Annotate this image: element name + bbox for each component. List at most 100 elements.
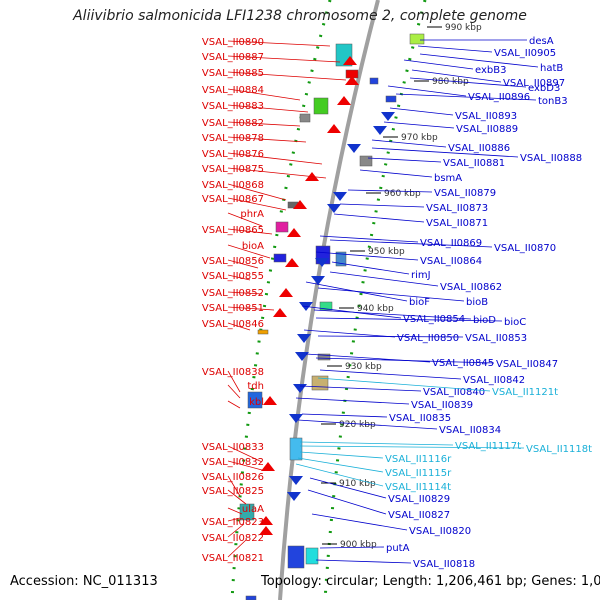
right-leader-line bbox=[311, 513, 408, 531]
right-gene-label: VSAL_II0888 bbox=[520, 153, 582, 164]
right-leader-line bbox=[317, 287, 465, 302]
left-leader-line bbox=[227, 517, 241, 522]
right-gene-label: VSAL_II0886 bbox=[448, 143, 510, 154]
left-leader-line bbox=[227, 460, 263, 471]
reverse-gene-arrow bbox=[327, 204, 341, 213]
left-gene-label: tdh bbox=[247, 381, 264, 392]
kbp-tick-label: 980 kbp bbox=[432, 77, 469, 87]
right-leader-line bbox=[395, 93, 537, 101]
kbp-tick-label: 950 kbp bbox=[368, 247, 405, 257]
left-gene-label: VSAL_II0887 bbox=[202, 52, 264, 63]
reverse-gene-arrow bbox=[293, 384, 307, 393]
right-leader-line bbox=[319, 369, 462, 380]
right-leader-line bbox=[409, 77, 527, 88]
right-gene-label: VSAL_II0834 bbox=[439, 425, 501, 436]
right-leader-line bbox=[367, 157, 442, 163]
left-leader-line bbox=[227, 507, 243, 515]
left-leader-line bbox=[227, 104, 309, 113]
left-gene-label: VSAL_II0867 bbox=[202, 194, 264, 205]
left-leader-line bbox=[227, 539, 247, 558]
trna-gene-label: VSAL_II1116r bbox=[385, 454, 452, 465]
forward-gene-arrow bbox=[287, 228, 301, 237]
right-gene-label: bsmA bbox=[434, 173, 462, 184]
trna-gene-label: VSAL_II1115r bbox=[385, 468, 452, 479]
reverse-gene-arrow bbox=[297, 334, 311, 343]
right-leader-line bbox=[411, 69, 502, 83]
forward-gene-arrow bbox=[259, 526, 273, 535]
left-leader-line bbox=[227, 322, 251, 331]
right-gene-label: exbD3 bbox=[528, 83, 560, 94]
right-leader-line bbox=[313, 309, 472, 320]
right-leader-line bbox=[371, 147, 519, 158]
left-gene-label: VSAL_II0852 bbox=[202, 288, 264, 299]
left-leader-line bbox=[227, 259, 259, 269]
forward-gene-arrow bbox=[259, 516, 273, 525]
left-gene-label: bioA bbox=[242, 241, 264, 252]
reverse-gene-arrow bbox=[315, 258, 329, 267]
right-leader-line bbox=[331, 261, 410, 275]
right-leader-line bbox=[315, 357, 495, 364]
forward-gene-arrow bbox=[263, 396, 277, 405]
gene-block bbox=[257, 329, 269, 335]
right-gene-label: VSAL_II0842 bbox=[463, 375, 525, 386]
right-leader-line bbox=[333, 213, 425, 223]
right-gene-label: bioC bbox=[504, 317, 526, 328]
left-leader-line bbox=[227, 40, 331, 47]
kbp-tick-label: 960 kbp bbox=[384, 189, 421, 199]
right-gene-label: VSAL_II0889 bbox=[456, 124, 518, 135]
left-leader-line bbox=[227, 384, 241, 399]
reverse-gene-arrow bbox=[295, 352, 309, 361]
left-gene-label: VSAL_II0868 bbox=[202, 180, 264, 191]
left-leader-line bbox=[227, 55, 341, 63]
right-leader-line bbox=[347, 189, 433, 193]
gene-block bbox=[317, 353, 331, 361]
trna-leader-line bbox=[299, 451, 384, 459]
right-gene-label: VSAL_II0835 bbox=[389, 413, 451, 424]
right-leader-line bbox=[387, 85, 467, 97]
right-leader-line bbox=[371, 139, 447, 148]
gene-block bbox=[247, 391, 263, 409]
right-gene-label: putA bbox=[386, 543, 410, 554]
right-gene-label: VSAL_II0818 bbox=[413, 559, 475, 570]
gene-block bbox=[359, 155, 373, 167]
right-gene-label: VSAL_II0879 bbox=[434, 188, 496, 199]
right-gene-label: VSAL_II0869 bbox=[420, 238, 482, 249]
left-leader-line bbox=[227, 523, 245, 538]
left-gene-label: phrA bbox=[240, 209, 264, 220]
reverse-gene-arrow bbox=[333, 192, 347, 201]
forward-gene-arrow bbox=[327, 124, 341, 133]
left-leader-line bbox=[227, 88, 301, 101]
right-gene-label: VSAL_II0905 bbox=[494, 48, 556, 59]
gene-block bbox=[319, 301, 333, 311]
right-leader-line bbox=[297, 419, 438, 430]
gene-block bbox=[245, 595, 257, 600]
right-leader-line bbox=[307, 489, 387, 515]
left-leader-line bbox=[227, 136, 307, 143]
right-gene-label: VSAL_II0871 bbox=[426, 218, 488, 229]
left-gene-label: VSAL_II0890 bbox=[202, 37, 264, 48]
right-leader-line bbox=[383, 121, 455, 129]
right-gene-label: VSAL_II0870 bbox=[494, 243, 556, 254]
accession-text: Accession: NC_011313 bbox=[10, 574, 158, 589]
gene-block bbox=[305, 547, 319, 565]
gene-block bbox=[239, 503, 255, 521]
forward-gene-arrow bbox=[261, 462, 275, 471]
kbp-tick-label: 920 kbp bbox=[339, 420, 376, 430]
right-gene-label: VSAL_II0853 bbox=[465, 333, 527, 344]
right-leader-line bbox=[299, 385, 422, 392]
left-gene-label: VSAL_II0856 bbox=[202, 256, 264, 267]
right-leader-line bbox=[317, 335, 464, 338]
left-gene-label: VSAL_II0878 bbox=[202, 133, 264, 144]
gene-block bbox=[335, 251, 347, 267]
left-leader-line bbox=[227, 244, 271, 259]
kbp-tick-label: 990 kbp bbox=[445, 23, 482, 33]
left-gene-label: VSAL_II0826 bbox=[202, 472, 264, 483]
trna-gene-label: VSAL_II1117t bbox=[455, 441, 521, 452]
left-gene-label: VSAL_II0833 bbox=[202, 442, 264, 453]
right-leader-line bbox=[315, 251, 419, 261]
left-leader-line bbox=[227, 475, 241, 497]
trna-leader-line bbox=[295, 463, 384, 487]
right-gene-label: VSAL_II0864 bbox=[420, 256, 482, 267]
trna-gene-label: VSAL_II1121t bbox=[492, 387, 558, 398]
